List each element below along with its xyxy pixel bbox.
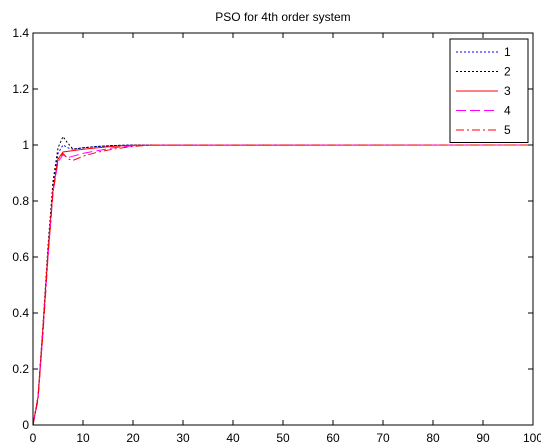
y-tick-label: 0 (22, 418, 29, 432)
legend: 1 2 3 4 5 (449, 38, 529, 143)
x-tick-label: 40 (226, 431, 240, 445)
x-tick-label: 70 (376, 431, 390, 445)
x-tick-label: 100 (523, 431, 541, 445)
y-tick-label: 0.8 (12, 194, 29, 208)
legend-label-4: 4 (504, 104, 511, 118)
x-tick-label: 60 (326, 431, 340, 445)
x-tick-label: 0 (30, 431, 37, 445)
x-tick-label: 80 (426, 431, 440, 445)
x-tick-label: 90 (476, 431, 490, 445)
x-tick-label: 20 (126, 431, 140, 445)
y-tick-label: 0.6 (12, 250, 29, 264)
y-tick-label: 1.4 (12, 26, 29, 40)
chart-title: PSO for 4th order system (215, 10, 350, 24)
y-tick-label: 0.2 (12, 362, 29, 376)
series-line-5 (33, 144, 533, 425)
legend-label-2: 2 (504, 65, 511, 79)
y-tick-label: 1.2 (12, 82, 29, 96)
legend-label-1: 1 (504, 45, 511, 59)
series-line-1 (33, 144, 533, 425)
y-tick-label: 0.4 (12, 306, 29, 320)
legend-label-3: 3 (504, 84, 511, 98)
axis-ticks: 0 10 20 30 40 50 60 70 80 90 100 0 0.2 0.4 0.6 0.8 1 1.2 1… (12, 26, 541, 445)
x-tick-label: 30 (176, 431, 190, 445)
x-tick-label: 10 (76, 431, 90, 445)
series-line-2 (33, 135, 533, 425)
y-tick-label: 1 (22, 138, 29, 152)
x-tick-label: 50 (276, 431, 290, 445)
legend-label-5: 5 (504, 123, 511, 137)
series-layer (33, 135, 533, 425)
